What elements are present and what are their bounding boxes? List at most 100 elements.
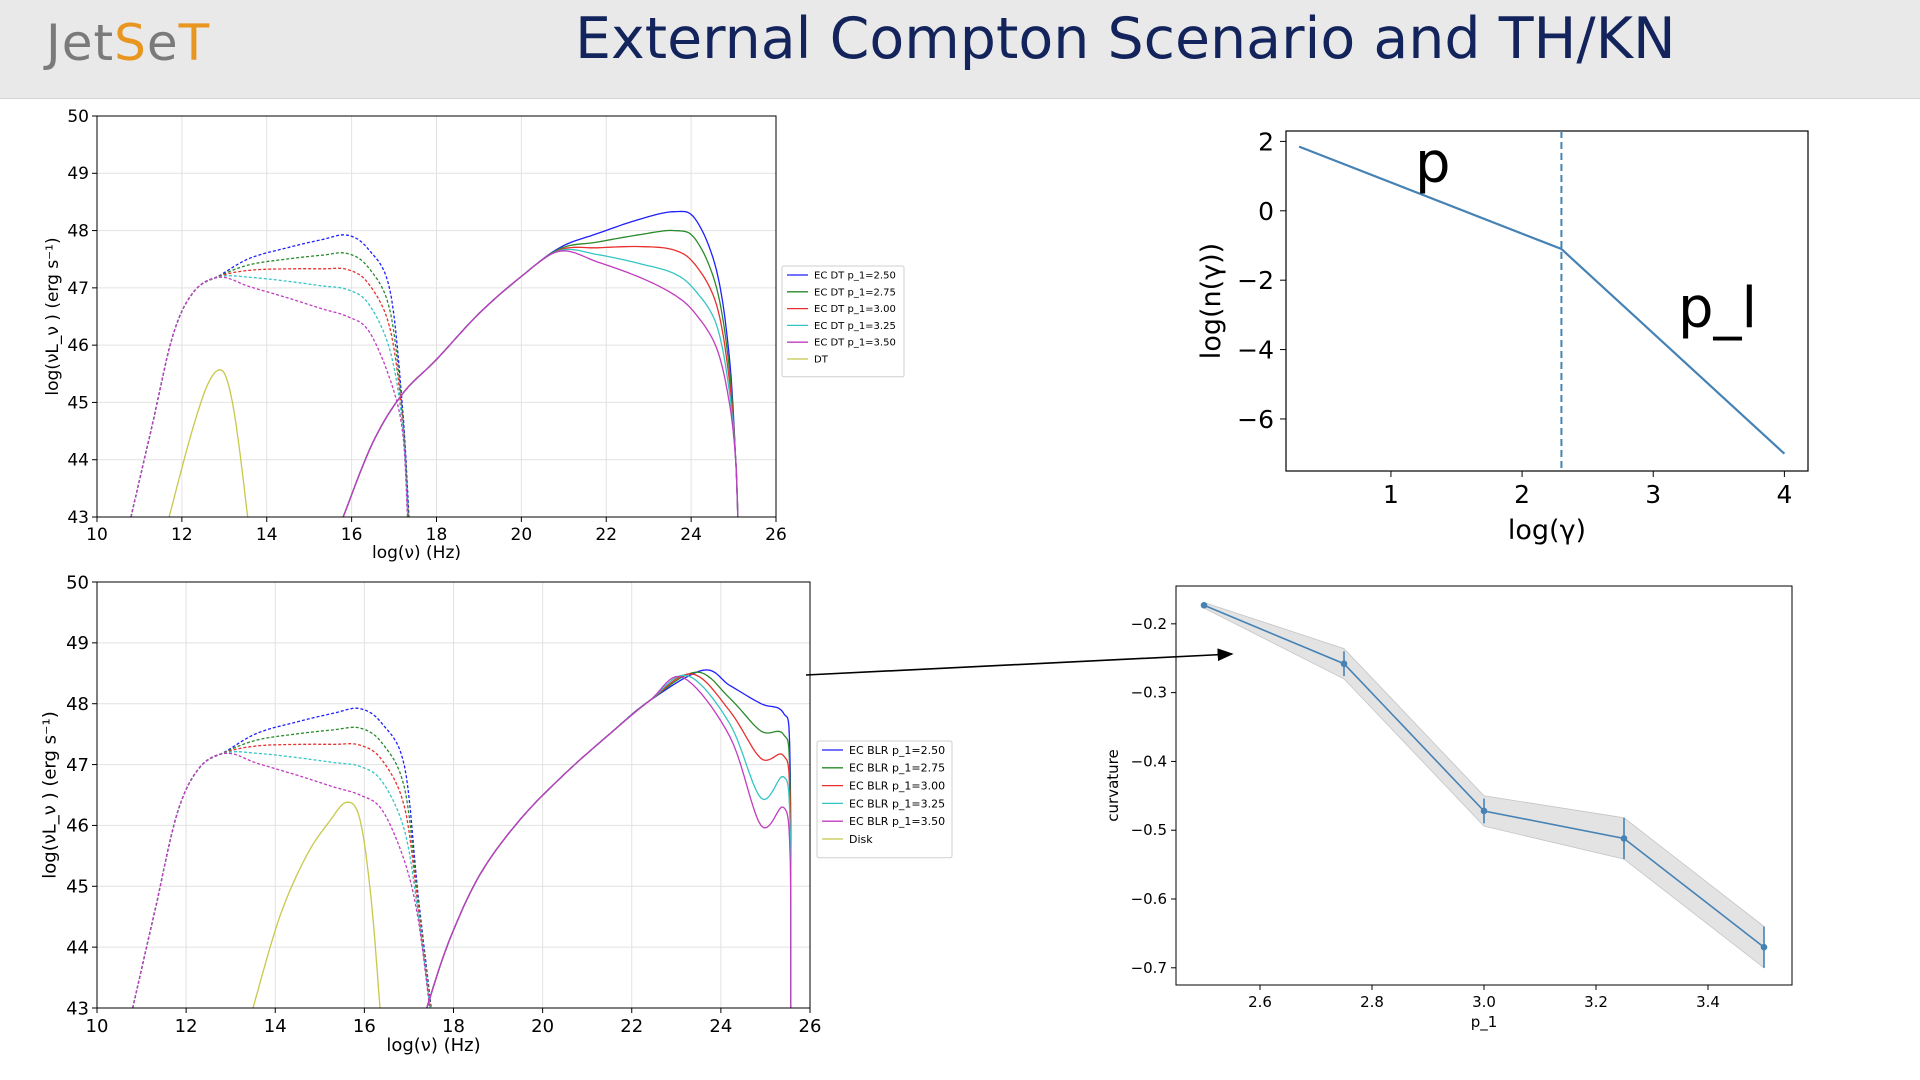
plot-frame: [1285, 130, 1809, 472]
annotation-p-l: p_l: [1678, 276, 1757, 341]
y-tick-label: 45: [66, 877, 89, 898]
legend-box: [816, 740, 953, 859]
legend: EC DT p_1=2.50 EC DT p_1=2.75 EC DT p_1=3.…: [781, 265, 905, 378]
x-tick-label: 4: [1776, 480, 1792, 509]
x-tick-label: 18: [442, 1016, 465, 1037]
series-group: [130, 210, 739, 517]
x-tick-label: 14: [264, 1016, 287, 1037]
x-tick-label: 3: [1645, 480, 1661, 509]
legend-label: EC BLR p_1=3.50: [849, 815, 945, 828]
legend-label: EC BLR p_1=3.25: [849, 797, 945, 810]
legend-label: EC BLR p_1=3.00: [849, 779, 945, 792]
legend-label: DT: [814, 355, 829, 366]
x-tick-label: 20: [531, 1016, 554, 1037]
y-tick-label: 49: [67, 164, 89, 184]
connector-arrow: [805, 648, 1234, 676]
y-tick-label: 43: [67, 508, 89, 528]
x-tick-label: 1: [1383, 480, 1399, 509]
x-axis-label: log(ν) (Hz): [386, 1035, 480, 1056]
y-tick-label: 50: [66, 572, 89, 593]
x-tick-label: 20: [511, 525, 533, 545]
legend-label: EC DT p_1=3.00: [814, 304, 896, 315]
y-tick-label: 47: [67, 279, 89, 299]
y-tick-label: 47: [66, 755, 89, 776]
y-tick-label: 48: [66, 694, 89, 715]
legend-label: EC BLR p_1=2.50: [849, 744, 945, 757]
data-point: [1200, 601, 1208, 609]
y-tick-label: 2: [1258, 127, 1274, 156]
x-tick-label: 2.6: [1248, 993, 1272, 1011]
annotation-p: p: [1415, 131, 1451, 196]
y-tick-label: 49: [66, 633, 89, 654]
jetset-logo: JetSeT: [46, 14, 211, 72]
x-tick-label: 10: [86, 525, 108, 545]
sed-blr-chart: 10 12 14 16 18 20 22 24 26 43 44 45 46 47 48 49 50 log(ν)…: [40, 572, 953, 1056]
synchrotron-line: [132, 726, 432, 1008]
x-tick-label: 3.4: [1696, 993, 1720, 1011]
ic-line: [426, 675, 792, 1008]
y-axis-label: log(νL_ν ) (erg s⁻¹): [43, 237, 63, 395]
y-tick-label: 46: [67, 336, 89, 356]
x-tick-label: 22: [620, 1016, 643, 1037]
x-tick-label: 18: [426, 525, 448, 545]
x-tick-label: 24: [709, 1016, 732, 1037]
data-point: [1760, 943, 1768, 951]
y-tick-label: −0.2: [1131, 615, 1167, 633]
y-axis-label: log(νL_ν ) (erg s⁻¹): [40, 711, 61, 879]
y-tick-label: −4: [1237, 336, 1274, 365]
series-line-disk: [252, 801, 381, 1008]
y-tick-label: 50: [67, 107, 89, 127]
legend-label: EC DT p_1=2.50: [814, 271, 896, 282]
y-tick-label: 44: [66, 937, 89, 958]
curvature-chart: 2.6 2.8 3.0 3.2 3.4 −0.2 −0.3 −0.4 −0.5 −0.6 −0.7 p…: [1104, 585, 1793, 1032]
x-tick-label: 12: [171, 525, 193, 545]
y-tick-label: 43: [66, 998, 89, 1019]
legend-box: [781, 265, 905, 378]
synchrotron-line: [130, 276, 409, 517]
series-group: [132, 669, 792, 1008]
legend: EC BLR p_1=2.50 EC BLR p_1=2.75 EC BLR p_1…: [816, 740, 953, 859]
x-tick-label: 14: [256, 525, 278, 545]
y-tick-label: 0: [1258, 197, 1274, 226]
x-tick-label: 10: [86, 1016, 109, 1037]
y-tick-label: −0.3: [1131, 684, 1167, 702]
y-tick-label: −6: [1237, 405, 1274, 434]
synchrotron-line: [130, 275, 409, 517]
x-tick-label: 26: [799, 1016, 822, 1037]
x-tick-label: 3.2: [1584, 993, 1608, 1011]
electron-distribution-chart: 1 2 3 4 2 0 −2 −4 −6 log(γ) log(n(γ)) p p_l: [1196, 127, 1809, 546]
synchrotron-line: [130, 252, 410, 517]
data-point: [1340, 660, 1348, 668]
x-tick-label: 12: [175, 1016, 198, 1037]
x-tick-label: 26: [765, 525, 787, 545]
slide-title: External Compton Scenario and TH/KN: [575, 6, 1676, 72]
data-point: [1620, 835, 1628, 842]
synchrotron-line: [132, 707, 432, 1008]
series-line-dt: [168, 369, 249, 517]
ic-line: [342, 250, 739, 517]
synchrotron-line: [130, 234, 410, 517]
distribution-line: [1298, 145, 1786, 455]
x-tick-label: 24: [680, 525, 702, 545]
sed-dt-chart: 10 12 14 16 18 20 22 24 26 43 44 45 46 47 48 49 50 log(ν)…: [43, 107, 905, 563]
legend-label: EC DT p_1=2.75: [814, 287, 896, 298]
y-tick-label: 45: [67, 393, 89, 413]
y-tick-label: −0.6: [1131, 890, 1167, 908]
legend-label: EC DT p_1=3.25: [814, 321, 896, 332]
y-axis-label: log(n(γ)): [1196, 243, 1227, 359]
x-axis-label: log(γ): [1508, 515, 1586, 546]
x-tick-label: 16: [353, 1016, 376, 1037]
x-tick-label: 2: [1514, 480, 1530, 509]
x-axis-label: p_1: [1471, 1013, 1498, 1032]
slide-header: JetSeT External Compton Scenario and TH/…: [0, 0, 1920, 99]
x-tick-label: 16: [341, 525, 363, 545]
y-tick-label: 44: [67, 451, 89, 471]
data-point: [1480, 807, 1488, 815]
legend-label: EC BLR p_1=2.75: [849, 762, 945, 775]
x-tick-label: 3.0: [1472, 993, 1496, 1011]
y-axis-label: curvature: [1104, 749, 1122, 821]
y-tick-label: −2: [1237, 266, 1274, 295]
x-tick-label: 2.8: [1360, 993, 1384, 1011]
y-tick-label: 48: [67, 222, 89, 242]
